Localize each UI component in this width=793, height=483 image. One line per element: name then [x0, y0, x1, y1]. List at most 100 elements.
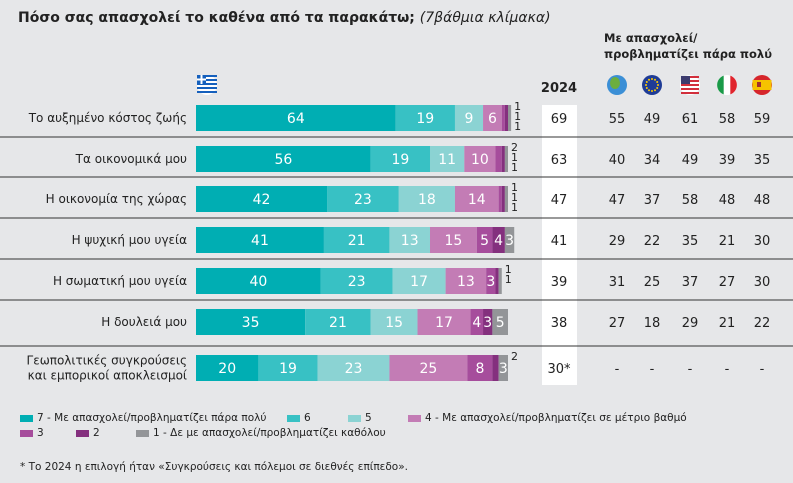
bar-segment — [196, 186, 328, 212]
bar-segment — [395, 105, 455, 131]
segment-label: 5 — [496, 315, 505, 331]
legend-label: 5 — [365, 412, 372, 424]
segment-label: 3 — [505, 233, 514, 249]
segment-label: 13 — [457, 274, 475, 290]
segment-label: 13 — [401, 233, 419, 249]
category-label: Τα οικονομικά μου — [75, 152, 187, 166]
eu-star — [651, 78, 653, 80]
bar-segment — [305, 309, 371, 335]
legend-swatch — [408, 414, 421, 422]
comparison-value: 47 — [609, 193, 626, 208]
comparison-value: 39 — [719, 153, 736, 168]
segment-label: 40 — [249, 274, 267, 290]
segment-label: 18 — [418, 192, 436, 208]
legend-item: 7 - Με απασχολεί/προβληματίζει πάρα πολύ — [20, 412, 266, 424]
segment-label: 4 — [472, 315, 481, 331]
comparison-value: 22 — [644, 234, 661, 249]
legend-label: 3 — [37, 427, 44, 439]
bar-segment — [486, 268, 496, 294]
comparison-value: 49 — [644, 112, 661, 127]
comparison-value: 30 — [754, 234, 771, 249]
eu-star — [651, 90, 653, 92]
category-label: Η οικονομία της χώρας — [46, 192, 187, 206]
chart-title: Πόσο σας απασχολεί το καθένα από τα παρα… — [18, 10, 551, 26]
bar-segment — [196, 227, 324, 253]
value-2024: 63 — [551, 153, 568, 168]
spain-crest — [757, 82, 761, 87]
comparison-value: - — [650, 362, 655, 377]
comparison-value: 29 — [609, 234, 626, 249]
segment-label: 21 — [348, 233, 366, 249]
flag-stripe — [197, 79, 217, 81]
legend-label: 4 - Με απασχολεί/προβληματίζει σε μέτριο… — [425, 412, 687, 424]
callout-label: 1 — [514, 120, 521, 133]
bar-segment — [196, 146, 371, 172]
comparison-value: 18 — [644, 316, 661, 331]
value-2024: 38 — [551, 316, 568, 331]
category-label: Η ψυχική μου υγεία — [72, 233, 188, 247]
bar-segment — [476, 227, 493, 253]
comparison-value: 22 — [754, 316, 771, 331]
bar-segment — [398, 186, 455, 212]
flag-stripe — [197, 83, 217, 85]
callout-label: 2 — [511, 141, 518, 154]
value-2024: 41 — [551, 234, 568, 249]
segment-label: 23 — [354, 192, 372, 208]
us-stripe — [681, 88, 699, 90]
legend-item: 4 - Με απασχολεί/προβληματίζει σε μέτριο… — [408, 412, 687, 424]
spain-yellow — [752, 80, 772, 90]
segment-label: 23 — [348, 274, 366, 290]
legend-label: 7 - Με απασχολεί/προβληματίζει πάρα πολύ — [37, 412, 267, 424]
bar-segment — [392, 268, 446, 294]
segment-label: 10 — [471, 152, 489, 168]
comparison-value: 58 — [682, 193, 699, 208]
segment-label: 64 — [287, 111, 305, 127]
italy-red — [730, 75, 737, 95]
eu-star — [654, 89, 656, 92]
segment-label: 35 — [242, 315, 260, 331]
bar-segment — [492, 355, 499, 381]
comparison-value: - — [615, 362, 620, 377]
segment-label: 3 — [499, 361, 508, 377]
column-2024-bg — [542, 105, 577, 385]
us-stripe — [681, 92, 699, 94]
legend-label: 2 — [93, 427, 100, 439]
eu-star — [648, 89, 650, 92]
globe-land — [610, 77, 620, 89]
segment-label: 15 — [385, 315, 403, 331]
bar-segment — [389, 227, 430, 253]
bar-segment — [454, 105, 484, 131]
comparison-value: - — [760, 362, 765, 377]
value-2024: 30* — [547, 362, 571, 377]
eu-star — [657, 84, 659, 86]
eu-star — [645, 87, 648, 89]
segment-label: 5 — [480, 233, 489, 249]
comparison-value: 58 — [719, 112, 736, 127]
category-label: Το αυξημένο κόστος ζωής — [28, 111, 187, 125]
eu-star — [654, 78, 656, 81]
comparison-value: 55 — [609, 112, 626, 127]
category-label: Η σωματική μου υγεία — [53, 274, 187, 288]
eu-flag-icon — [642, 75, 662, 95]
legend-item: 5 — [348, 412, 372, 424]
comparison-value: 30 — [754, 275, 771, 290]
callout-label: 1 — [511, 161, 518, 174]
segment-label: 4 — [494, 233, 503, 249]
bar-segment — [196, 309, 306, 335]
bar-segment — [196, 355, 259, 381]
eu-star — [656, 87, 659, 89]
legend-swatch — [20, 414, 33, 422]
comparison-value: 27 — [719, 275, 736, 290]
flag-stripe — [197, 91, 217, 93]
comparison-value: 34 — [644, 153, 661, 168]
value-2024: 69 — [551, 112, 568, 127]
bar-segment — [498, 186, 502, 212]
callout-label: 1 — [505, 263, 512, 276]
comparison-value: 40 — [609, 153, 626, 168]
bar-segment — [498, 355, 508, 381]
callout-label: 1 — [511, 181, 518, 194]
flag-cross — [200, 75, 203, 84]
legend-swatch — [287, 414, 300, 422]
